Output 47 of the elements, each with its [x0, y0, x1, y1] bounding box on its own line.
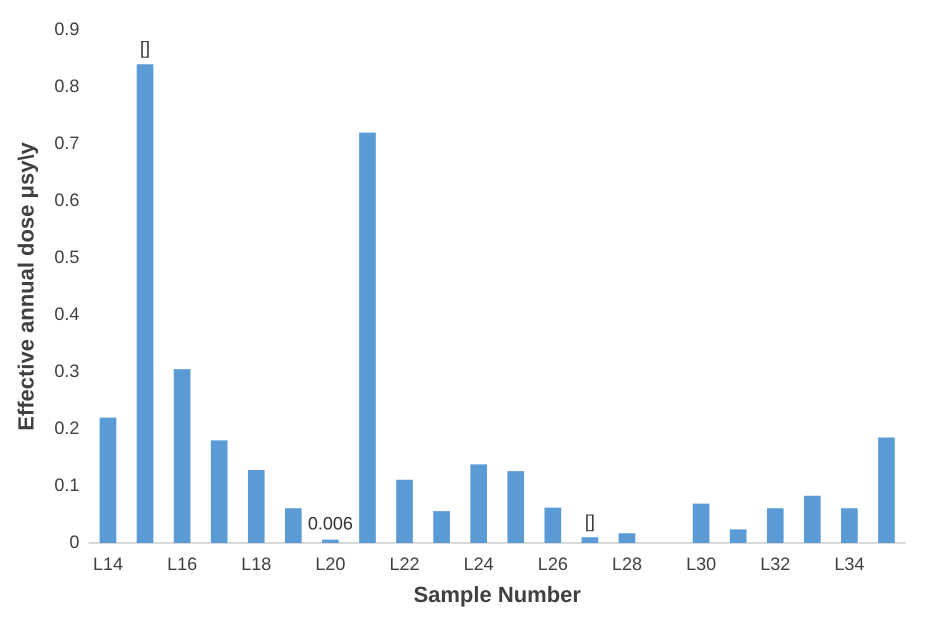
bar: [359, 132, 376, 543]
data-label: []: [584, 511, 595, 532]
x-tick-label: L28: [612, 554, 642, 574]
bar: [136, 64, 154, 543]
bar: [841, 508, 858, 543]
bar: [470, 464, 488, 543]
y-axis-title: Effective annual dose μsy\y: [13, 141, 38, 431]
bar: [248, 470, 265, 543]
x-tick-label: L34: [834, 554, 864, 574]
data-label: 0.006: [308, 514, 353, 534]
y-tick-label: 0.6: [54, 190, 80, 210]
x-tick-label: L18: [241, 554, 272, 574]
x-tick-label: L20: [315, 554, 346, 574]
bar: [100, 418, 116, 543]
bar: [544, 508, 562, 543]
x-tick-label: L24: [464, 554, 494, 574]
x-tick-label: L26: [538, 554, 568, 574]
bar: [804, 496, 821, 543]
x-tick-label: L32: [760, 554, 790, 574]
data-label: []: [140, 38, 150, 58]
bar: [618, 533, 636, 543]
x-tick-label: L30: [686, 554, 716, 574]
bar: [174, 369, 190, 543]
x-tick-label: L22: [390, 554, 420, 574]
bar: [507, 471, 524, 543]
y-tick-label: 0.4: [54, 304, 80, 324]
y-tick-label: 0: [69, 532, 80, 552]
x-tick-label: L14: [92, 554, 123, 574]
y-tick-label: 0.9: [54, 18, 80, 39]
y-tick-label: 0.5: [54, 246, 80, 267]
bar: [433, 511, 450, 543]
bar: [878, 438, 895, 543]
bar: [396, 480, 413, 543]
y-tick-label: 0.3: [54, 360, 80, 381]
bar: [322, 540, 339, 543]
bar: [730, 529, 747, 543]
x-axis-title: Sample Number: [413, 582, 582, 607]
bar: [692, 504, 710, 543]
bar: [582, 537, 598, 543]
y-tick-label: 0.1: [54, 474, 80, 495]
bar: [766, 508, 784, 543]
bar: [210, 440, 228, 543]
y-tick-label: 0.8: [54, 76, 80, 96]
bar: [284, 508, 302, 543]
x-tick-label: L16: [167, 554, 198, 574]
y-tick-label: 0.2: [54, 418, 80, 438]
y-tick-label: 0.7: [54, 132, 80, 153]
